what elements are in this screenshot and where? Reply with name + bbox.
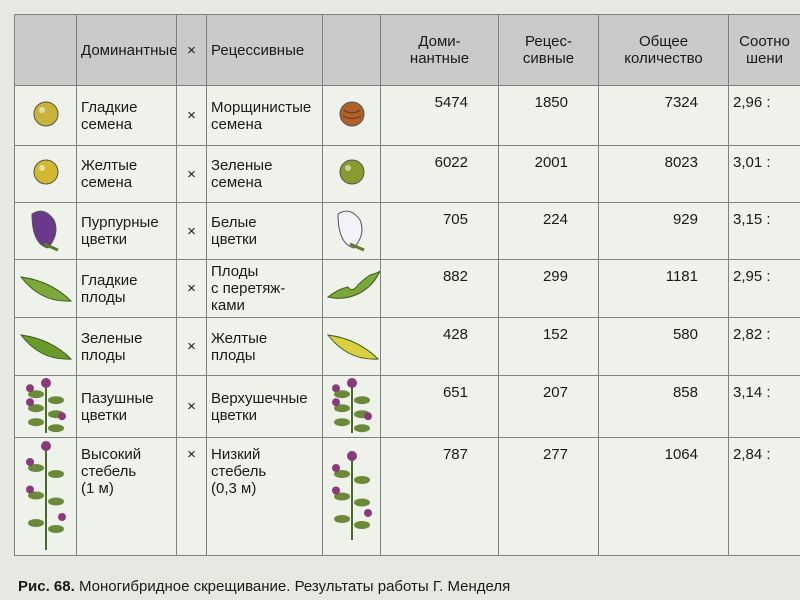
trait-cell: Пазушные цветки [76,375,177,438]
number-cell: 5474 [380,85,499,146]
trait-cell: Плоды с перетяж- ками [206,259,323,318]
number-cell: 428 [380,317,499,376]
pea-icon [33,101,58,126]
header-cell: Соотно шени [728,14,800,86]
cross: × [176,317,207,376]
number-cell: 152 [498,317,599,376]
table-row: Пазушные цветки × Верхушечные цветки 651 207… [14,375,800,438]
plant-icon [331,450,372,540]
number-cell: 277 [498,437,599,556]
flower-icon [30,210,59,252]
trait-cell: Пурпурные цветки [76,202,177,260]
header-cell: Доминантные [76,14,177,86]
pod-icon [19,333,72,360]
trait-cell: Гладкие семена [76,85,177,146]
icon-cell [14,317,77,376]
number-cell: 705 [380,202,499,260]
cross: × [176,437,207,556]
cross: × [176,145,207,203]
cross: × [176,375,207,438]
number-cell: 929 [598,202,729,260]
number-cell: 2,82 : [728,317,800,376]
number-cell: 207 [498,375,599,438]
trait-cell: Зеленые плоды [76,317,177,376]
caption: Рис. 68. Моногибридное скрещивание. Резу… [18,578,510,595]
pod-icon [326,333,380,360]
icon-cell [322,437,381,556]
number-cell: 2,95 : [728,259,800,318]
number-cell: 858 [598,375,729,438]
number-cell: 224 [498,202,599,260]
number-cell: 580 [598,317,729,376]
plant-icon [331,377,372,433]
icon-cell [14,437,77,556]
icon-cell [14,202,77,260]
trait-cell: Высокий стебель (1 м) [76,437,177,556]
header-cell: × [176,14,207,86]
icon-cell [322,259,381,318]
table-row: Зеленые плоды × Желтые плоды 428 152 580 2,82 … [14,317,800,376]
table: Доминантные × Рецессивные Доми- нантные Реце… [14,14,800,556]
trait-cell: Морщинистые семена [206,85,323,146]
caption-text: Моногибридное скрещивание. Результаты ра… [78,578,511,595]
caption-label: Рис. 68. [18,578,75,595]
table-row: Гладкие плоды × Плоды с перетяж- ками 882 29… [14,259,800,318]
icon-cell [322,202,381,260]
number-cell: 3,15 : [728,202,800,260]
icon-cell [14,145,77,203]
number-cell: 2001 [498,145,599,203]
trait-cell: Верхушечные цветки [206,375,323,438]
header-cell: Общее количество [598,14,729,86]
cross: × [176,202,207,260]
number-cell: 787 [380,437,499,556]
number-cell: 6022 [380,145,499,203]
number-cell: 651 [380,375,499,438]
icon-cell [322,375,381,438]
trait-cell: Гладкие плоды [76,259,177,318]
icon-cell [14,85,77,146]
icon-cell [322,145,381,203]
plant-icon [25,377,66,433]
header-cell: Доми- нантные [380,14,499,86]
plant-icon [25,440,66,550]
number-cell: 7324 [598,85,729,146]
trait-cell: Желтые семена [76,145,177,203]
trait-cell: Белые цветки [206,202,323,260]
trait-cell: Желтые плоды [206,317,323,376]
trait-cell: Зеленые семена [206,145,323,203]
cross: × [176,85,207,146]
table-row: Пурпурные цветки × Белые цветки 705 224 929 3,… [14,202,800,260]
number-cell: 8023 [598,145,729,203]
number-cell: 882 [380,259,499,318]
number-cell: 1064 [598,437,729,556]
trait-cell: Низкий стебель (0,3 м) [206,437,323,556]
table-row: Высокий стебель (1 м) × Низкий стебель (0,… [14,437,800,556]
header-cell [322,14,381,86]
header-cell [14,14,77,86]
icon-cell [322,85,381,146]
header-cell: Рецес- сивные [498,14,599,86]
pod-icon [326,270,380,299]
number-cell: 299 [498,259,599,318]
table-row: Гладкие семена × Морщинистые семена 5474 185… [14,85,800,146]
number-cell: 2,84 : [728,437,800,556]
icon-cell [322,317,381,376]
number-cell: 3,01 : [728,145,800,203]
cross: × [176,259,207,318]
icon-cell [14,259,77,318]
pea-icon [339,159,364,185]
number-cell: 2,96 : [728,85,800,146]
pod-icon [19,275,72,302]
table-row: Желтые семена × Зеленые семена 6022 2001 8023… [14,145,800,203]
pea-icon [33,159,58,185]
flower-icon [336,210,365,252]
header-cell: Рецессивные [206,14,323,86]
icon-cell [14,375,77,438]
number-cell: 1850 [498,85,599,146]
number-cell: 1181 [598,259,729,318]
header-row: Доминантные × Рецессивные Доми- нантные Реце… [14,14,800,86]
number-cell: 3,14 : [728,375,800,438]
pea-icon [339,101,364,126]
